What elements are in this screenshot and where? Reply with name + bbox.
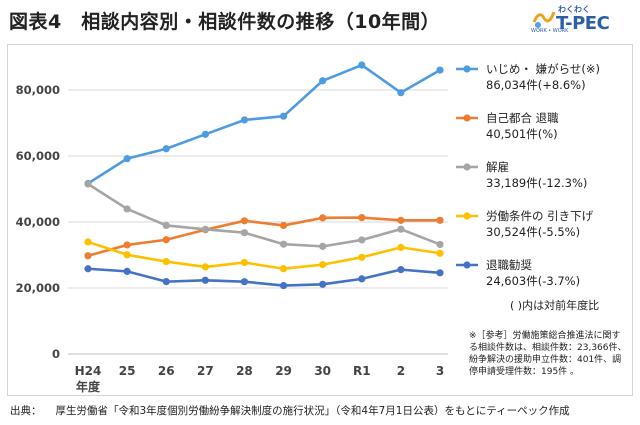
data-point [162,257,170,266]
data-point [84,180,92,188]
data-point [319,280,327,288]
source-label: 出典： [10,405,42,417]
legend-value-label: 33,189件(-12.3%) [486,176,587,190]
data-point [84,252,92,260]
legend-swatch-marker [463,163,471,171]
data-point [240,258,249,267]
data-point [123,241,131,249]
data-point [436,66,444,74]
y-tick-label: 60,000 [16,149,60,163]
y-tick-label: 0 [52,347,60,361]
data-point [358,214,366,222]
data-point [279,221,288,230]
logo-sub-text: WORK • WORK [531,28,569,34]
x-tick-label: 28 [236,364,253,378]
logo-main-text: T-PEC [556,13,610,34]
data-point [358,275,366,283]
source-footer: 出典： 厚生労働省「令和3年度個別労働紛争解決制度の施行状況」（令和4年7月1日公… [10,403,570,418]
series-line-4 [87,240,441,271]
legend-value-label: 86,034件(+8.6%) [486,78,586,92]
legend-entry: 退職勧奨 [486,258,532,272]
data-point [123,155,131,163]
data-point [240,116,249,124]
series-line-2 [87,216,440,258]
data-point [123,205,131,213]
data-point [240,278,249,286]
legend-entry: 自己都合 退職 [486,111,559,125]
source-text: 厚生労働省「令和3年度個別労働紛争解決制度の施行状況」（令和4年7月1日公表）を… [55,405,570,417]
x-tick-label: 3 [436,364,444,378]
x-tick-label: 30 [314,364,331,378]
data-point [279,112,288,120]
legend-entry: 労働条件の 引き下げ [486,209,594,223]
tpec-logo: わくわく T-PEC WORK • WORK [530,4,630,36]
page-title: 図表4 相談内容別・相談件数の推移（10年間） [9,11,441,33]
legend-entry: 解雇 [486,160,509,174]
data-point [397,216,405,224]
y-tick-label: 80,000 [16,83,60,97]
data-point [201,263,209,271]
data-point [358,253,366,261]
data-point [240,217,249,225]
data-point [397,89,405,97]
legend-swatch-marker [463,65,471,73]
data-point [123,251,131,259]
data-point [240,229,249,237]
legend-value-label: 30,524件(-5.5%) [486,225,580,239]
data-point [358,61,366,69]
data-point [397,266,405,274]
series-line-5 [87,267,441,287]
data-point [201,276,209,284]
data-point [358,236,366,244]
data-point [319,77,327,85]
x-tick-label: 25 [119,364,136,378]
reference-note: ※［参考］労働施策総合推進法に関する相談件数は、相談件数：23,366件、紛争解… [469,331,627,377]
data-point [436,249,444,257]
legend-swatch-marker [463,261,471,269]
x-tick-label: 29 [275,364,292,378]
data-point [84,238,92,246]
series-line-1 [87,63,441,185]
legend-entry: いじめ・ 嫌がらせ(※) [486,62,600,76]
data-point [319,214,327,222]
unit-note: ( )内は対前年度比 [510,299,600,312]
x-tick-label: H24 [75,364,102,378]
logo-mark-icon [532,11,556,28]
logo-top-text: わくわく [558,5,590,14]
data-point [319,261,327,269]
data-point [397,243,405,252]
data-point [201,225,209,233]
y-tick-label: 40,000 [16,215,60,229]
y-tick-label: 20,000 [16,281,60,295]
data-point [279,240,288,248]
data-point [319,242,327,250]
data-point [436,216,444,224]
x-tick-label: 27 [197,364,214,378]
x-axis-sublabel: 年度 [76,379,101,394]
data-point [162,278,170,286]
series-line-3 [87,182,441,248]
line-chart: 0 20,000 40,000 60,000 80,000 H24 25 26 27 28 29 30… [16,61,600,394]
data-point [123,267,131,275]
data-point [201,130,209,138]
data-point [162,236,170,244]
header: 図表4 相談内容別・相談件数の推移（10年間） わくわく T-PEC WORK … [0,0,640,40]
x-tick-label: 26 [158,364,175,378]
data-point [279,281,288,290]
legend-swatch-marker [463,114,471,122]
legend-value-label: 40,501件(%) [486,127,558,141]
data-point [279,265,288,273]
data-point [162,221,170,230]
legend-value-label: 24,603件(-3.7%) [486,274,580,288]
data-point [162,145,170,153]
chart-frame: 0 20,000 40,000 60,000 80,000 H24 25 26 27 28 29 30… [7,44,633,396]
data-point [84,265,92,273]
data-point [436,240,444,249]
x-tick-label: R1 [353,364,371,378]
x-tick-label: 2 [397,364,405,378]
data-point [397,225,405,233]
data-point [436,269,444,277]
legend-swatch-marker [463,212,471,220]
